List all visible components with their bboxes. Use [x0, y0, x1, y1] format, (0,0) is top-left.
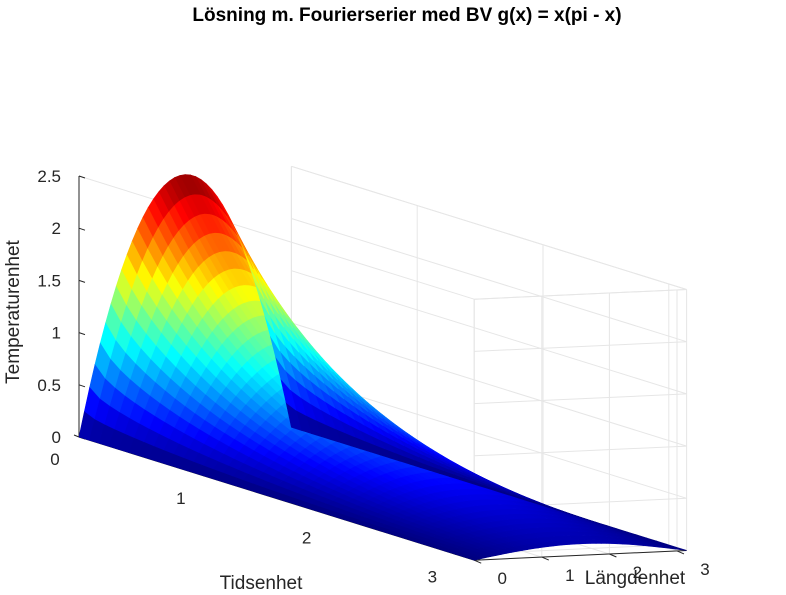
z-tick-mark: [78, 384, 86, 388]
surface-patch: [78, 411, 95, 441]
y-tick-label: 2: [633, 563, 642, 582]
x-tick-label: 1: [176, 489, 185, 508]
z-axis-label: Temperaturenhet: [3, 239, 24, 383]
z-tick-label: 2.5: [37, 167, 61, 186]
z-tick-mark: [78, 332, 86, 336]
gridline-side-z: [291, 322, 687, 447]
y-axis-label: Längdenhet: [585, 568, 686, 589]
y-tick-label: 3: [700, 560, 709, 579]
z-tick-label: 1: [52, 324, 61, 343]
gridline-side-z: [291, 218, 687, 343]
box-edge: [78, 175, 475, 300]
x-tick-label: 3: [428, 568, 437, 587]
surface: [78, 174, 687, 561]
z-tick-label: 0: [52, 428, 61, 447]
tick-labels: 0 1 2 3 0 1 2 3 0 0.5 1 1.5 2 2.5: [37, 167, 709, 588]
y-tick-mark: [474, 559, 482, 564]
z-tick-label: 2: [52, 219, 61, 238]
y-tick-mark: [609, 553, 617, 558]
x-tick-mark: [73, 434, 80, 438]
x-tick-label: 0: [50, 450, 59, 469]
z-tick-mark: [78, 175, 86, 179]
box-edge: [474, 289, 687, 300]
y-tick-label: 0: [497, 569, 506, 588]
y-axis-line: [474, 550, 687, 561]
gridline-back-z: [474, 445, 687, 457]
z-tick-mark: [78, 279, 86, 283]
gridline-back-z: [474, 393, 687, 405]
gridline-back-z: [474, 341, 687, 352]
gridline-side-z: [291, 270, 687, 395]
y-tick-mark: [541, 556, 549, 561]
y-tick-mark: [676, 550, 685, 555]
y-tick-label: 1: [565, 566, 574, 585]
box-edge: [291, 165, 687, 290]
x-tick-label: 2: [302, 528, 311, 547]
chart-title: Lösning m. Fourierserier med BV g(x) = x…: [192, 5, 621, 26]
x-axis-label: Tidsenhet: [220, 573, 303, 594]
z-tick-mark: [78, 227, 86, 231]
z-tick-label: 0.5: [37, 376, 61, 395]
z-tick-label: 1.5: [37, 271, 61, 290]
